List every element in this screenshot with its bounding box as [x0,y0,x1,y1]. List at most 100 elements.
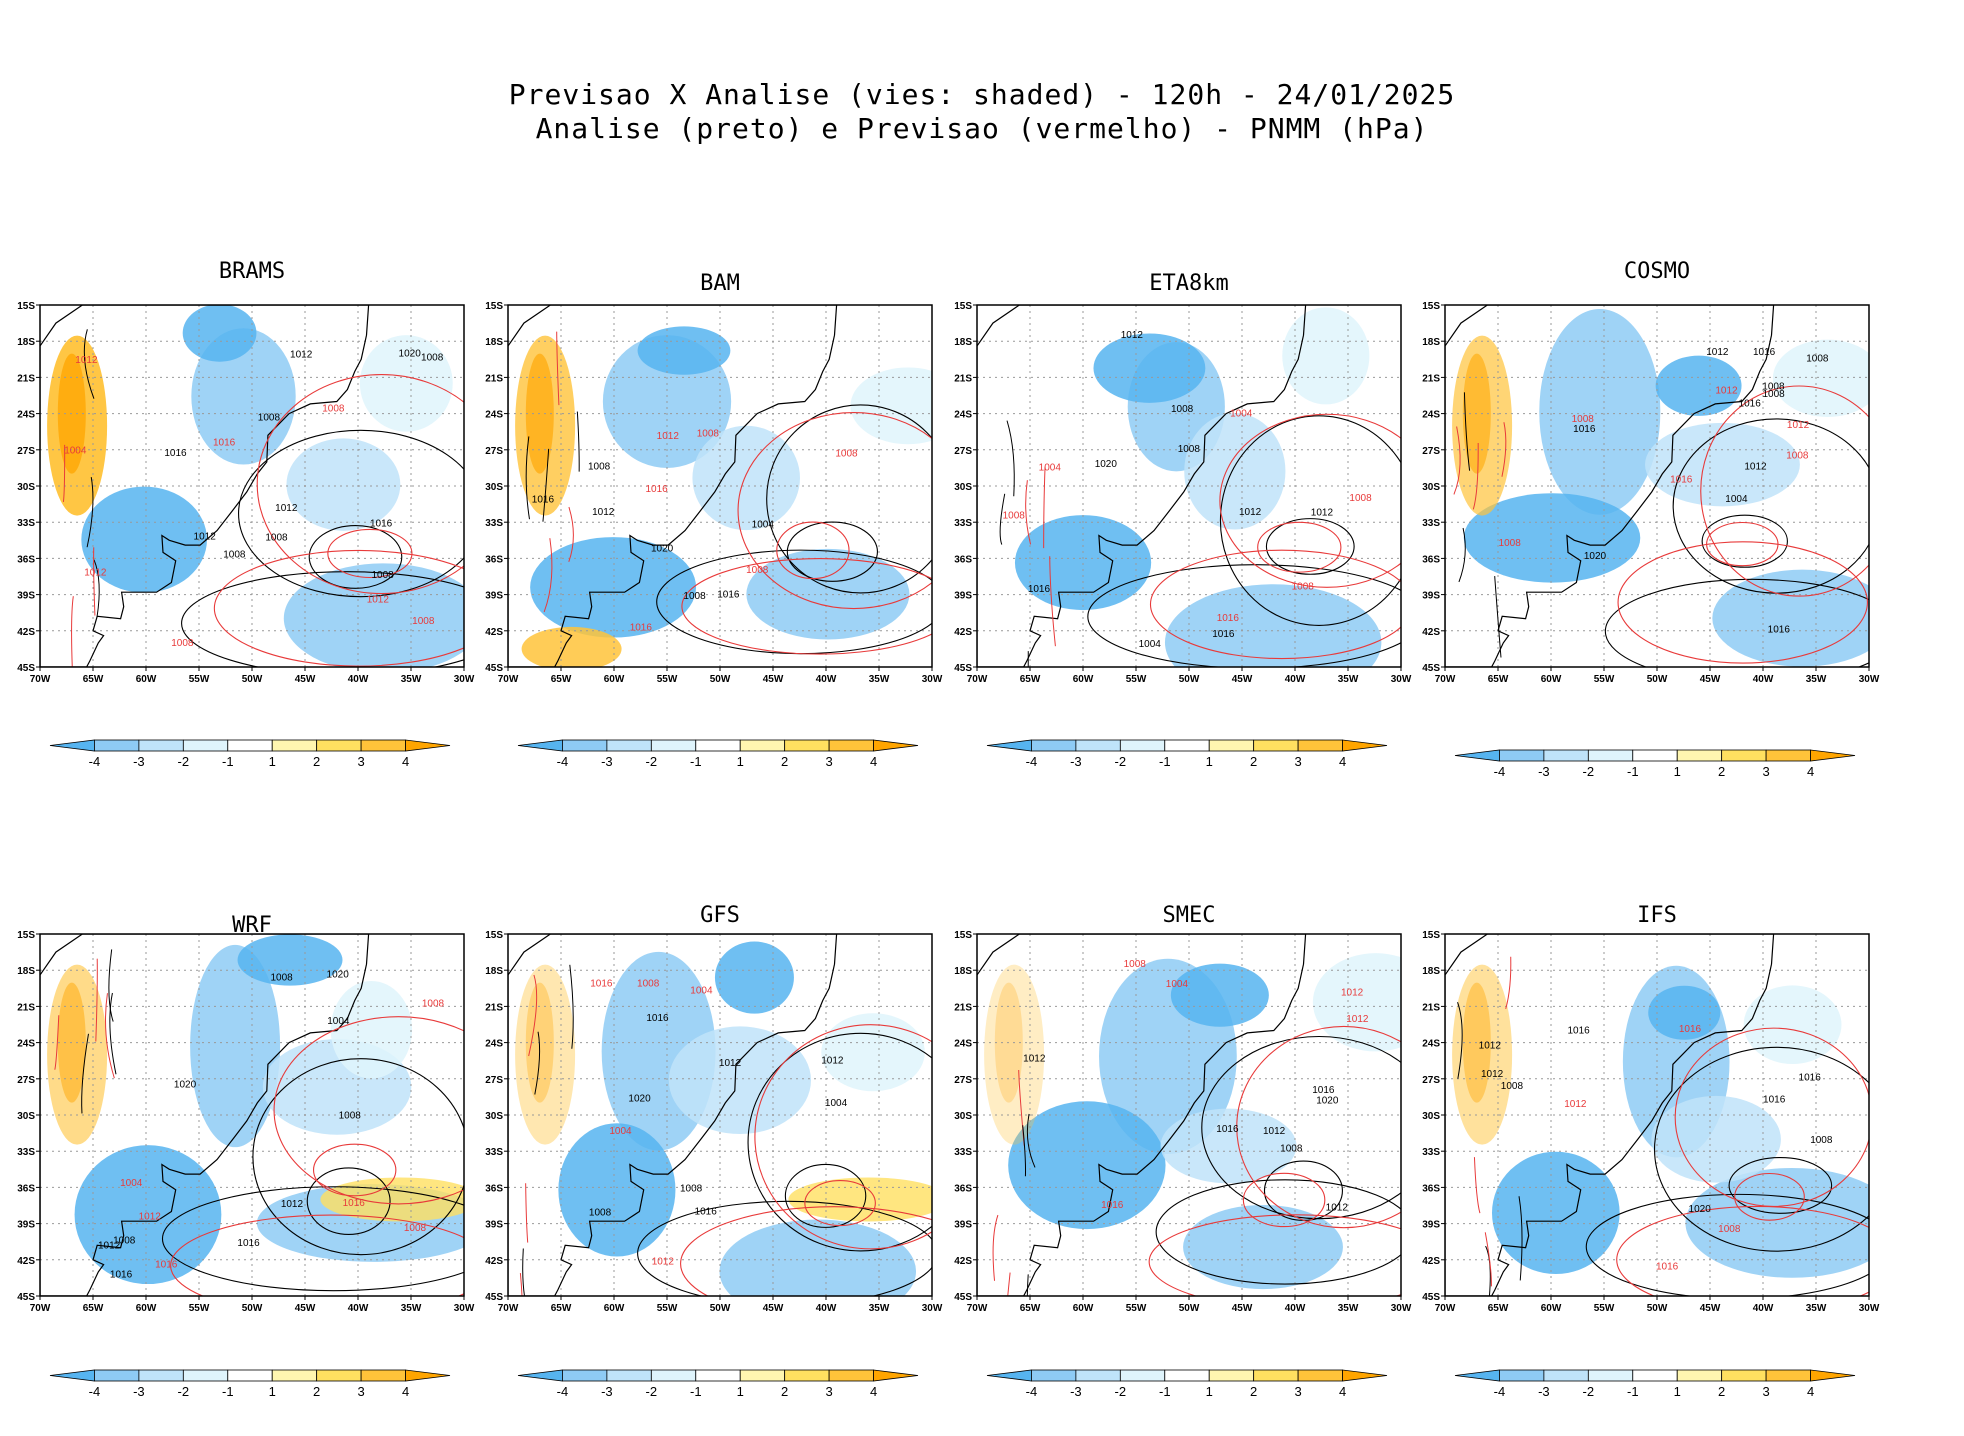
colorbar-swatch [1676,749,1723,762]
colorbar-label: 3 [1294,754,1301,769]
isobar-label-forecast: 1008 [171,638,194,649]
isobar-label-forecast: 1016 [1101,1200,1124,1211]
forecast-isobar [776,521,850,580]
bias-shade-negative [1184,413,1286,530]
bias-shade-negative [286,438,401,531]
lon-label: 65W [1488,1303,1509,1314]
coastline [40,934,370,1296]
lat-label: 39S [954,591,972,602]
colorbar-label: -3 [1538,764,1550,779]
lat-label: 42S [1422,1256,1440,1267]
lon-label: 40W [1753,1303,1774,1314]
bias-shade-negative [1685,1167,1869,1278]
lat-label: 15S [954,301,972,312]
lon-label: 70W [498,674,519,685]
isobar-label-analysis: 1008 [1178,444,1201,455]
bias-shade-negative [692,425,800,531]
bias-shade-negative [1648,985,1721,1040]
colorbar-label: 1 [269,754,276,769]
lat-label: 21S [954,373,972,384]
lon-label: 35W [1338,1303,1359,1314]
title-line-1: Previsao X Analise (vies: shaded) - 120h… [508,78,1456,111]
isobar-label-analysis: 1008 [1501,1081,1524,1092]
bias-shade-negative [1712,569,1869,667]
lat-label: 18S [954,337,972,348]
colorbar: -4 -3 -2 -1 1 2 3 4 [517,1369,919,1399]
bias-shade-negative [850,367,932,445]
isobar-label-analysis: 1012 [1121,330,1144,341]
colorbar-arrow-left [517,739,563,752]
colorbar-label: -3 [133,1384,145,1399]
colorbar-arrow-right [405,1369,451,1382]
isobar-label-analysis: 1004 [1725,494,1748,505]
lon-label: 70W [967,674,988,685]
lat-label: 39S [17,1220,35,1231]
analysis-isobar [1087,564,1401,667]
colorbar: -4 -3 -2 -1 1 2 3 4 [49,1369,451,1399]
andes-isobar [83,329,95,399]
bias-shade-positive [47,964,108,1145]
andes-isobar [1022,1125,1027,1177]
colorbar-swatch [650,1369,697,1382]
panel-title: BAM [700,271,740,296]
colorbar-label: 4 [1339,754,1346,769]
forecast-isobar [754,1024,932,1250]
colorbar-label: 1 [1206,754,1213,769]
isobar-label-analysis: 1016 [1028,584,1051,595]
isobar-label-forecast: 1016 [1670,474,1693,485]
isobar-label-analysis: 1020 [1689,1204,1712,1215]
bias-shade-negative [1463,493,1641,583]
panel-title: GFS [700,903,740,928]
colorbar-swatch [1164,739,1210,752]
isobar-label-analysis: 1008 [680,1183,703,1194]
isobar-label-forecast: 1008 [1349,493,1372,504]
colorbar-swatch [562,739,608,752]
colorbar-label: 4 [1807,1384,1814,1399]
panel-title: BRAMS [219,259,285,284]
isobar-label-analysis: 1012 [1706,347,1729,358]
lon-label: 50W [1179,1303,1200,1314]
forecast-isobar [327,528,413,579]
colorbar-label: -2 [1583,1384,1595,1399]
isobar-label-forecast: 1008 [1572,414,1595,425]
lon-label: 40W [1285,674,1306,685]
isobar-label-analysis: 1020 [1095,459,1118,470]
andes-isobar [1494,576,1502,658]
lat-label: 27S [485,446,503,457]
colorbar-swatch [227,739,273,752]
isobar-label-forecast: 1016 [213,437,236,448]
colorbar-label: 1 [269,1384,276,1399]
colorbar-swatch [1075,739,1121,752]
lat-label: 30S [17,482,35,493]
lat-label: 45S [1422,1292,1440,1303]
isobar-label-analysis: 1004 [825,1098,848,1109]
isobar-label-forecast: 1016 [1679,1024,1702,1035]
colorbar-label: -4 [1026,1384,1038,1399]
isobar-label-analysis: 1012 [821,1056,844,1067]
lat-label: 39S [485,1220,503,1231]
bias-shade-negative [1539,309,1661,515]
bias-shade-negative [330,980,413,1079]
lat-label: 39S [954,1220,972,1231]
colorbar-label: 1 [1674,1384,1681,1399]
colorbar-label: -1 [1159,1384,1171,1399]
isobar-label-forecast: 1004 [1039,462,1062,473]
forecast-isobar [170,1214,464,1296]
lat-label: 30S [17,1111,35,1122]
analysis-isobar [747,1032,932,1252]
colorbar-arrow-right [405,739,451,752]
colorbar-label: -2 [178,754,190,769]
andes-isobar [1484,1232,1492,1287]
isobar-label-forecast: 1004 [1166,979,1189,990]
lon-label: 30W [454,674,475,685]
lon-label: 30W [922,674,943,685]
colorbar-swatch [182,1369,229,1382]
colorbar-label: 1 [1206,1384,1213,1399]
lat-label: 21S [17,1002,35,1013]
lon-label: 50W [710,1303,731,1314]
isobar-label-analysis: 1016 [532,494,555,505]
andes-isobar [1027,651,1029,667]
colorbar-swatch [182,739,229,752]
isobar-label-forecast: 1004 [690,985,713,996]
